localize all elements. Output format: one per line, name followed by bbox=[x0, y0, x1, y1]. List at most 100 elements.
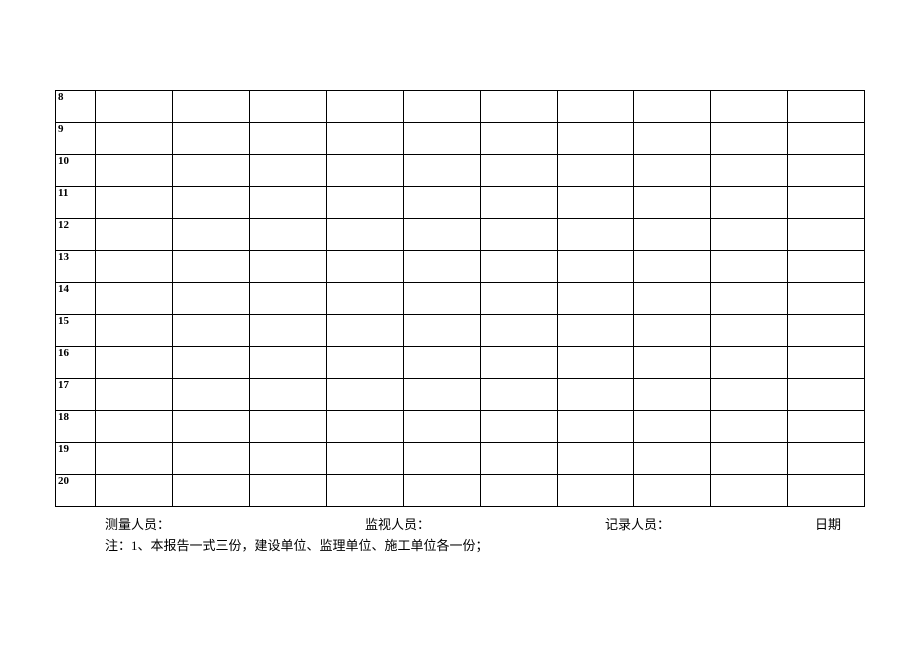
data-cell bbox=[96, 347, 173, 379]
data-cell bbox=[711, 187, 788, 219]
data-cell bbox=[557, 283, 634, 315]
data-cell bbox=[480, 187, 557, 219]
data-cell bbox=[788, 123, 865, 155]
data-cell bbox=[403, 123, 480, 155]
data-cell bbox=[173, 347, 250, 379]
data-cell bbox=[96, 411, 173, 443]
data-cell bbox=[173, 187, 250, 219]
data-cell bbox=[711, 155, 788, 187]
table-row: 19 bbox=[56, 443, 865, 475]
data-cell bbox=[711, 123, 788, 155]
table-row: 16 bbox=[56, 347, 865, 379]
table-row: 11 bbox=[56, 187, 865, 219]
data-cell bbox=[634, 475, 711, 507]
data-cell bbox=[557, 123, 634, 155]
data-cell bbox=[250, 187, 327, 219]
data-cell bbox=[557, 91, 634, 123]
data-cell bbox=[250, 251, 327, 283]
data-cell bbox=[634, 379, 711, 411]
data-cell bbox=[788, 379, 865, 411]
data-cell bbox=[403, 379, 480, 411]
data-cell bbox=[250, 379, 327, 411]
data-cell bbox=[403, 219, 480, 251]
data-cell bbox=[326, 251, 403, 283]
data-cell bbox=[326, 123, 403, 155]
data-cell bbox=[634, 411, 711, 443]
data-cell bbox=[250, 443, 327, 475]
data-cell bbox=[403, 187, 480, 219]
data-cell bbox=[634, 251, 711, 283]
table-row: 17 bbox=[56, 379, 865, 411]
data-cell bbox=[480, 347, 557, 379]
data-cell bbox=[480, 411, 557, 443]
data-cell bbox=[326, 411, 403, 443]
data-cell bbox=[711, 251, 788, 283]
data-cell bbox=[173, 475, 250, 507]
data-cell bbox=[711, 315, 788, 347]
data-cell bbox=[326, 219, 403, 251]
data-cell bbox=[326, 379, 403, 411]
row-number-cell: 13 bbox=[56, 251, 96, 283]
table-row: 14 bbox=[56, 283, 865, 315]
data-cell bbox=[788, 443, 865, 475]
data-cell bbox=[173, 251, 250, 283]
data-cell bbox=[250, 347, 327, 379]
data-cell bbox=[250, 123, 327, 155]
data-cell bbox=[96, 155, 173, 187]
data-cell bbox=[480, 155, 557, 187]
data-cell bbox=[480, 379, 557, 411]
data-cell bbox=[634, 347, 711, 379]
row-number-cell: 12 bbox=[56, 219, 96, 251]
data-cell bbox=[173, 219, 250, 251]
footer-note: 注：1、本报告一式三份，建设单位、监理单位、施工单位各一份； bbox=[55, 535, 489, 554]
data-cell bbox=[403, 155, 480, 187]
table-row: 18 bbox=[56, 411, 865, 443]
data-cell bbox=[250, 91, 327, 123]
data-cell bbox=[403, 411, 480, 443]
data-cell bbox=[173, 315, 250, 347]
data-cell bbox=[326, 91, 403, 123]
data-cell bbox=[557, 155, 634, 187]
data-cell bbox=[96, 475, 173, 507]
data-cell bbox=[557, 411, 634, 443]
data-cell bbox=[326, 283, 403, 315]
data-cell bbox=[557, 347, 634, 379]
data-table: 891011121314151617181920 bbox=[55, 90, 865, 507]
table-row: 13 bbox=[56, 251, 865, 283]
data-cell bbox=[403, 251, 480, 283]
data-cell bbox=[96, 283, 173, 315]
data-cell bbox=[557, 379, 634, 411]
data-cell bbox=[326, 155, 403, 187]
data-cell bbox=[788, 155, 865, 187]
data-cell bbox=[250, 155, 327, 187]
data-cell bbox=[634, 219, 711, 251]
row-number-cell: 19 bbox=[56, 443, 96, 475]
data-cell bbox=[480, 283, 557, 315]
row-number-cell: 15 bbox=[56, 315, 96, 347]
data-cell bbox=[480, 219, 557, 251]
data-cell bbox=[250, 475, 327, 507]
data-cell bbox=[788, 283, 865, 315]
data-cell bbox=[634, 155, 711, 187]
data-cell bbox=[96, 443, 173, 475]
row-number-cell: 16 bbox=[56, 347, 96, 379]
data-cell bbox=[403, 443, 480, 475]
row-number-cell: 20 bbox=[56, 475, 96, 507]
footer-signatures: 测量人员： 监视人员： 记录人员： 日期 bbox=[55, 514, 865, 533]
data-cell bbox=[634, 91, 711, 123]
data-cell bbox=[96, 219, 173, 251]
data-cell bbox=[403, 475, 480, 507]
data-cell bbox=[403, 283, 480, 315]
data-cell bbox=[96, 251, 173, 283]
data-cell bbox=[634, 123, 711, 155]
data-cell bbox=[557, 315, 634, 347]
data-cell bbox=[634, 443, 711, 475]
data-cell bbox=[250, 411, 327, 443]
data-cell bbox=[711, 219, 788, 251]
table-row: 8 bbox=[56, 91, 865, 123]
data-cell bbox=[480, 443, 557, 475]
data-cell bbox=[788, 411, 865, 443]
data-cell bbox=[96, 123, 173, 155]
table-row: 9 bbox=[56, 123, 865, 155]
data-cell bbox=[480, 123, 557, 155]
